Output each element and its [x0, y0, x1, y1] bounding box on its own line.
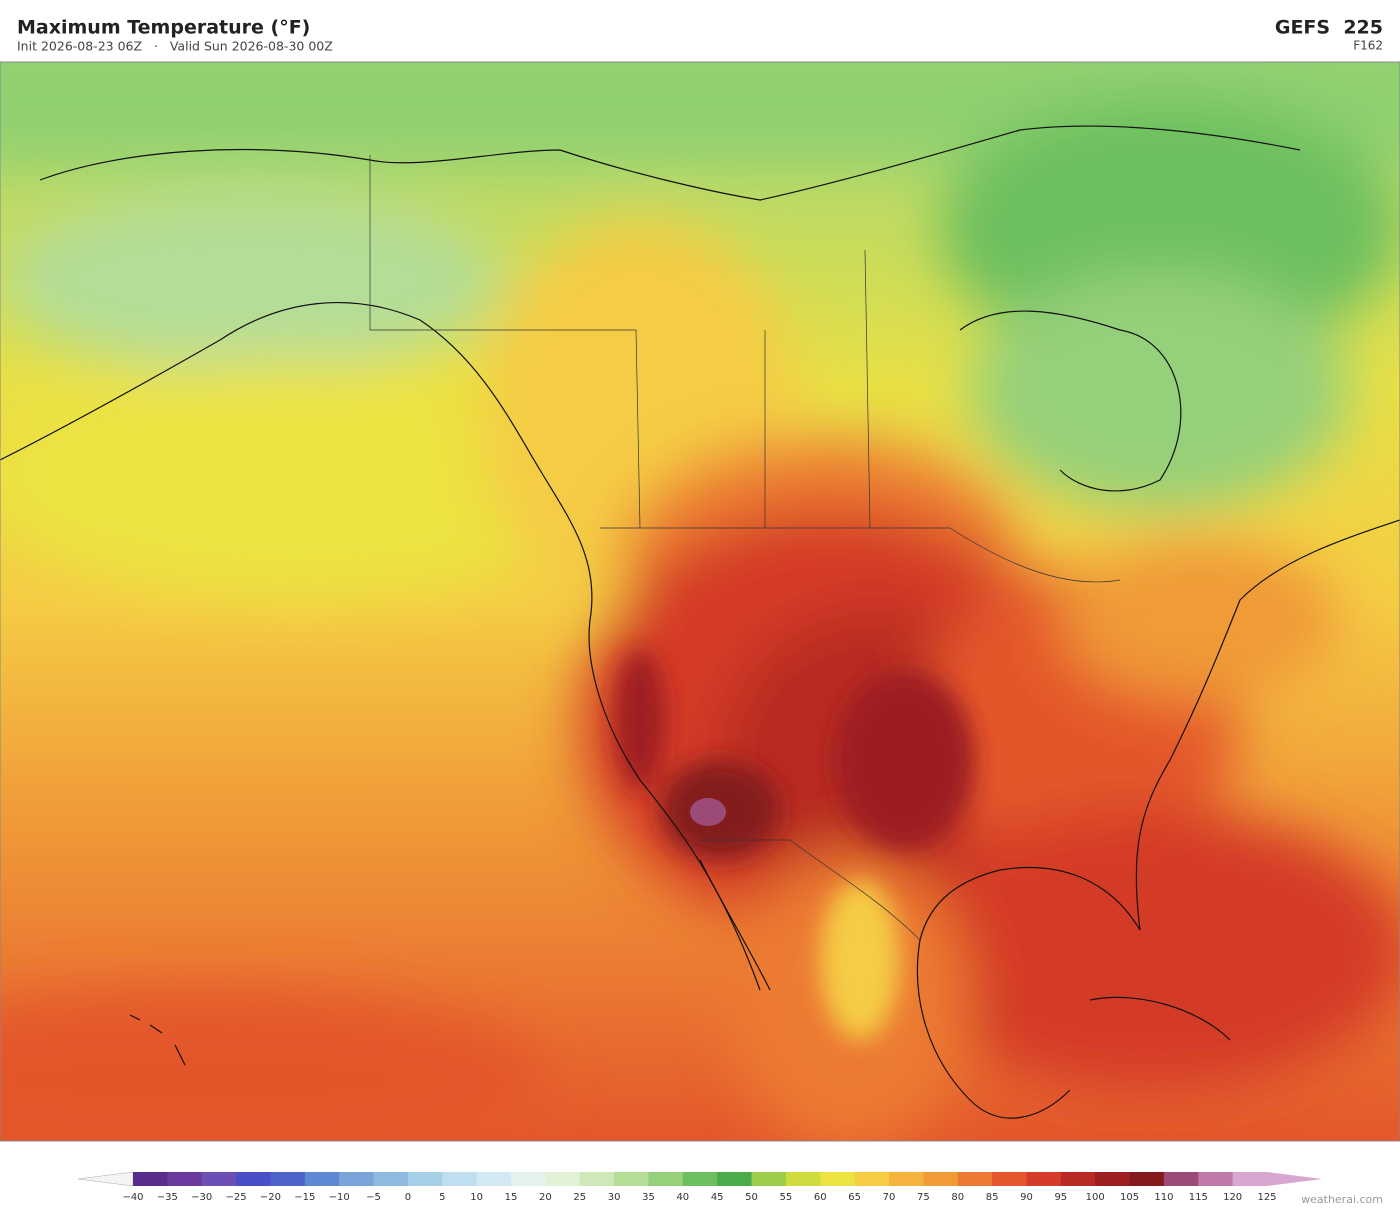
colorbar-tick-label: 100: [1086, 1192, 1105, 1203]
colorbar-tick-label: 120: [1223, 1192, 1242, 1203]
colorbar-tick-label: 40: [676, 1192, 689, 1203]
colorbar-bin: [923, 1172, 959, 1186]
colorbar-tick-label: 25: [573, 1192, 586, 1203]
colorbar-bin: [1198, 1172, 1234, 1186]
colorbar-tick-label: −10: [329, 1192, 350, 1203]
temperature-field: [0, 62, 1400, 1141]
colorbar-tick-label: 35: [642, 1192, 655, 1203]
colorbar-tick-label: 10: [470, 1192, 483, 1203]
forecast-hour: F162: [1353, 39, 1383, 53]
colorbar-over: [1267, 1172, 1322, 1186]
colorbar-bin: [201, 1172, 237, 1186]
colorbar-bin: [614, 1172, 649, 1186]
extreme-heat: [690, 798, 726, 826]
borders: [369, 155, 1121, 941]
colorbar-bin: [579, 1172, 615, 1186]
colorbar-tick-label: 65: [848, 1192, 861, 1203]
colorbar-tick-label: 110: [1154, 1192, 1173, 1203]
colorbar-tick-label: 95: [1054, 1192, 1067, 1203]
title: Maximum Temperature (°F): [17, 17, 310, 39]
colorbar-tick-label: 90: [1020, 1192, 1033, 1203]
colorbar-bin: [407, 1172, 443, 1186]
colorbar-tick-label: −40: [122, 1192, 143, 1203]
colorbar-tick-label: 15: [505, 1192, 518, 1203]
colorbar-bin: [511, 1172, 546, 1186]
colorbar-under: [77, 1171, 134, 1187]
colorbar-bin: [1095, 1172, 1131, 1186]
colorbar-tick-label: 55: [780, 1192, 793, 1203]
colorbar-bin: [717, 1172, 753, 1186]
model-label: GEFS 225: [1275, 17, 1383, 39]
colorbar-bin: [442, 1172, 478, 1186]
colorbar-tick-label: 80: [951, 1192, 964, 1203]
colorbar-bin: [1026, 1172, 1062, 1186]
colorbar-tick-label: −15: [294, 1192, 315, 1203]
colorbar-tick-label: 115: [1189, 1192, 1208, 1203]
colorbar-bin: [270, 1172, 306, 1186]
colorbar-tick-label: −5: [366, 1192, 381, 1203]
colorbar-bin: [854, 1172, 890, 1186]
colorbar-tick-label: 70: [883, 1192, 896, 1203]
colorbar-bin: [339, 1172, 375, 1186]
colorbar-bin: [820, 1172, 856, 1186]
colorbar-bin: [1060, 1172, 1096, 1186]
colorbar-tick-label: 30: [608, 1192, 621, 1203]
colorbar-tick-label: 20: [539, 1192, 552, 1203]
colorbar-bin: [648, 1172, 684, 1186]
credit: weatherai.com: [1301, 1193, 1383, 1206]
subtitle: Init 2026-08-23 06Z · Valid Sun 2026-08-…: [17, 39, 333, 54]
colorbar-bin: [1232, 1172, 1268, 1186]
colorbar-bin: [476, 1172, 512, 1186]
colorbar-tick-label: 5: [439, 1192, 445, 1203]
coastlines: [0, 125, 1400, 1119]
colorbar-bin: [682, 1172, 718, 1186]
colorbar-tick-label: −25: [226, 1192, 247, 1203]
colorbar-bin: [1163, 1172, 1199, 1186]
colorbar-tick-label: 125: [1257, 1192, 1276, 1203]
colorbar-tick-label: −30: [191, 1192, 212, 1203]
colorbar: −40 −35 −30 −25 −20 −15 −10 −5 0 5 10 15 20 25 30 35 40 4…: [77, 1171, 1322, 1203]
colorbar-bin: [304, 1172, 340, 1186]
colorbar-tick-label: 50: [745, 1192, 758, 1203]
colorbar-bin: [785, 1172, 821, 1186]
colorbar-tick-label: 75: [917, 1192, 930, 1203]
colorbar-bin: [133, 1172, 168, 1186]
colorbar-bin: [1129, 1172, 1165, 1186]
colorbar-tick-label: 60: [814, 1192, 827, 1203]
colorbar-bin: [167, 1172, 203, 1186]
colorbar-tick-label: −35: [157, 1192, 178, 1203]
colorbar-tick-label: −20: [260, 1192, 281, 1203]
colorbar-bin: [751, 1172, 787, 1186]
map-frame: [0, 61, 1400, 1142]
colorbar-bin: [957, 1172, 993, 1186]
colorbar-tick-label: 0: [405, 1192, 411, 1203]
colorbar-tick-label: 85: [986, 1192, 999, 1203]
colorbar-bin: [545, 1172, 581, 1186]
colorbar-tick-label: 45: [711, 1192, 724, 1203]
map: [0, 62, 1400, 1141]
colorbar-tick-label: 105: [1120, 1192, 1139, 1203]
colorbar-bin: [889, 1172, 924, 1186]
colorbar-bin: [373, 1172, 409, 1186]
colorbar-bin: [992, 1172, 1027, 1186]
colorbar-bin: [236, 1172, 271, 1186]
